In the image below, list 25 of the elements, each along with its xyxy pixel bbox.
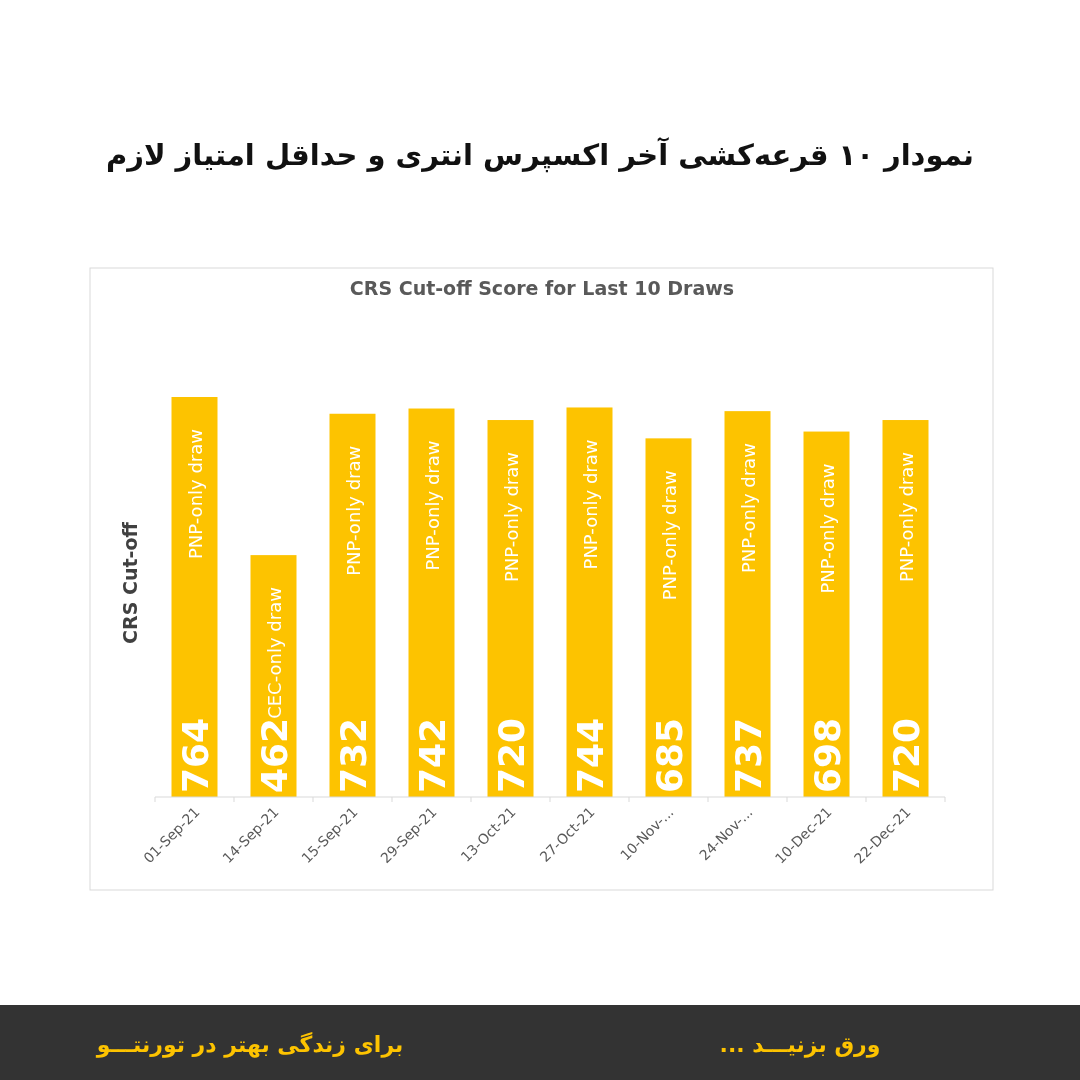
annotation: PNP-only draw <box>421 440 443 571</box>
y-axis-title: CRS Cut-off <box>119 521 141 644</box>
annotation: PNP-only draw <box>579 439 601 570</box>
annotation: PNP-only draw <box>816 463 838 594</box>
chart-subtitle: CRS Cut-off Score for Last 10 Draws <box>349 277 735 299</box>
chart-title: نمودار ۱۰ قرعه‌کشی آخر اکسپرس انتری و حداقل امتیاز لازم <box>105 137 975 173</box>
annotation: PNP-only draw <box>500 452 522 583</box>
data-label: 462 <box>253 717 295 793</box>
annotation: PNP-only draw <box>895 452 917 583</box>
data-label: 720 <box>885 717 927 793</box>
data-label: 744 <box>569 717 611 793</box>
data-label: 764 <box>174 717 216 793</box>
annotation: PNP-only draw <box>184 429 206 559</box>
data-label: 742 <box>411 717 453 793</box>
data-label: 720 <box>490 717 532 793</box>
data-label: 737 <box>727 717 769 793</box>
annotation: PNP-only draw <box>737 443 759 574</box>
annotation: CEC-only draw <box>263 587 285 719</box>
data-label: 698 <box>806 717 848 793</box>
annotation: PNP-only draw <box>342 445 364 576</box>
annotation: PNP-only draw <box>658 470 680 601</box>
data-label: 685 <box>648 717 690 793</box>
text: ورق بزنیـــد ... <box>719 1032 881 1058</box>
data-label: 732 <box>332 717 374 793</box>
text: برای زندگی بهتر در تورنتـــو <box>95 1031 404 1058</box>
